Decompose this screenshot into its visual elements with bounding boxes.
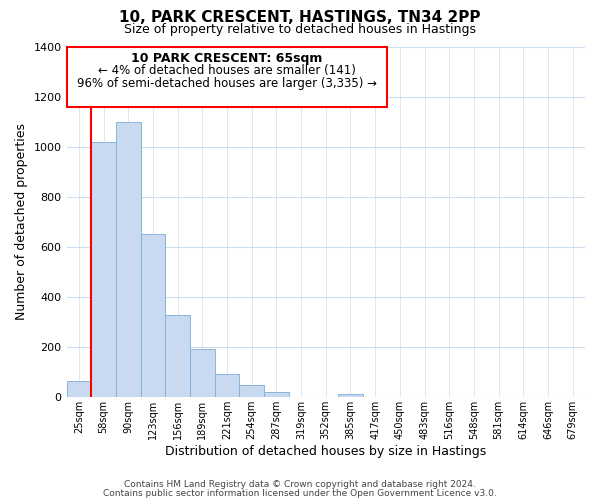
Bar — [215, 374, 239, 397]
Bar — [338, 394, 363, 397]
Bar — [140, 234, 165, 397]
FancyBboxPatch shape — [67, 46, 388, 106]
Bar — [190, 348, 215, 397]
Text: Contains HM Land Registry data © Crown copyright and database right 2024.: Contains HM Land Registry data © Crown c… — [124, 480, 476, 489]
Bar — [264, 392, 289, 397]
Text: 10 PARK CRESCENT: 65sqm: 10 PARK CRESCENT: 65sqm — [131, 52, 323, 64]
Text: Contains public sector information licensed under the Open Government Licence v3: Contains public sector information licen… — [103, 488, 497, 498]
Bar — [239, 385, 264, 397]
Bar — [91, 142, 116, 397]
Text: ← 4% of detached houses are smaller (141): ← 4% of detached houses are smaller (141… — [98, 64, 356, 77]
Bar — [67, 380, 91, 397]
Bar — [165, 316, 190, 397]
Bar — [116, 122, 140, 397]
Y-axis label: Number of detached properties: Number of detached properties — [15, 123, 28, 320]
Text: 96% of semi-detached houses are larger (3,335) →: 96% of semi-detached houses are larger (… — [77, 76, 377, 90]
X-axis label: Distribution of detached houses by size in Hastings: Distribution of detached houses by size … — [165, 444, 487, 458]
Text: Size of property relative to detached houses in Hastings: Size of property relative to detached ho… — [124, 22, 476, 36]
Text: 10, PARK CRESCENT, HASTINGS, TN34 2PP: 10, PARK CRESCENT, HASTINGS, TN34 2PP — [119, 10, 481, 25]
